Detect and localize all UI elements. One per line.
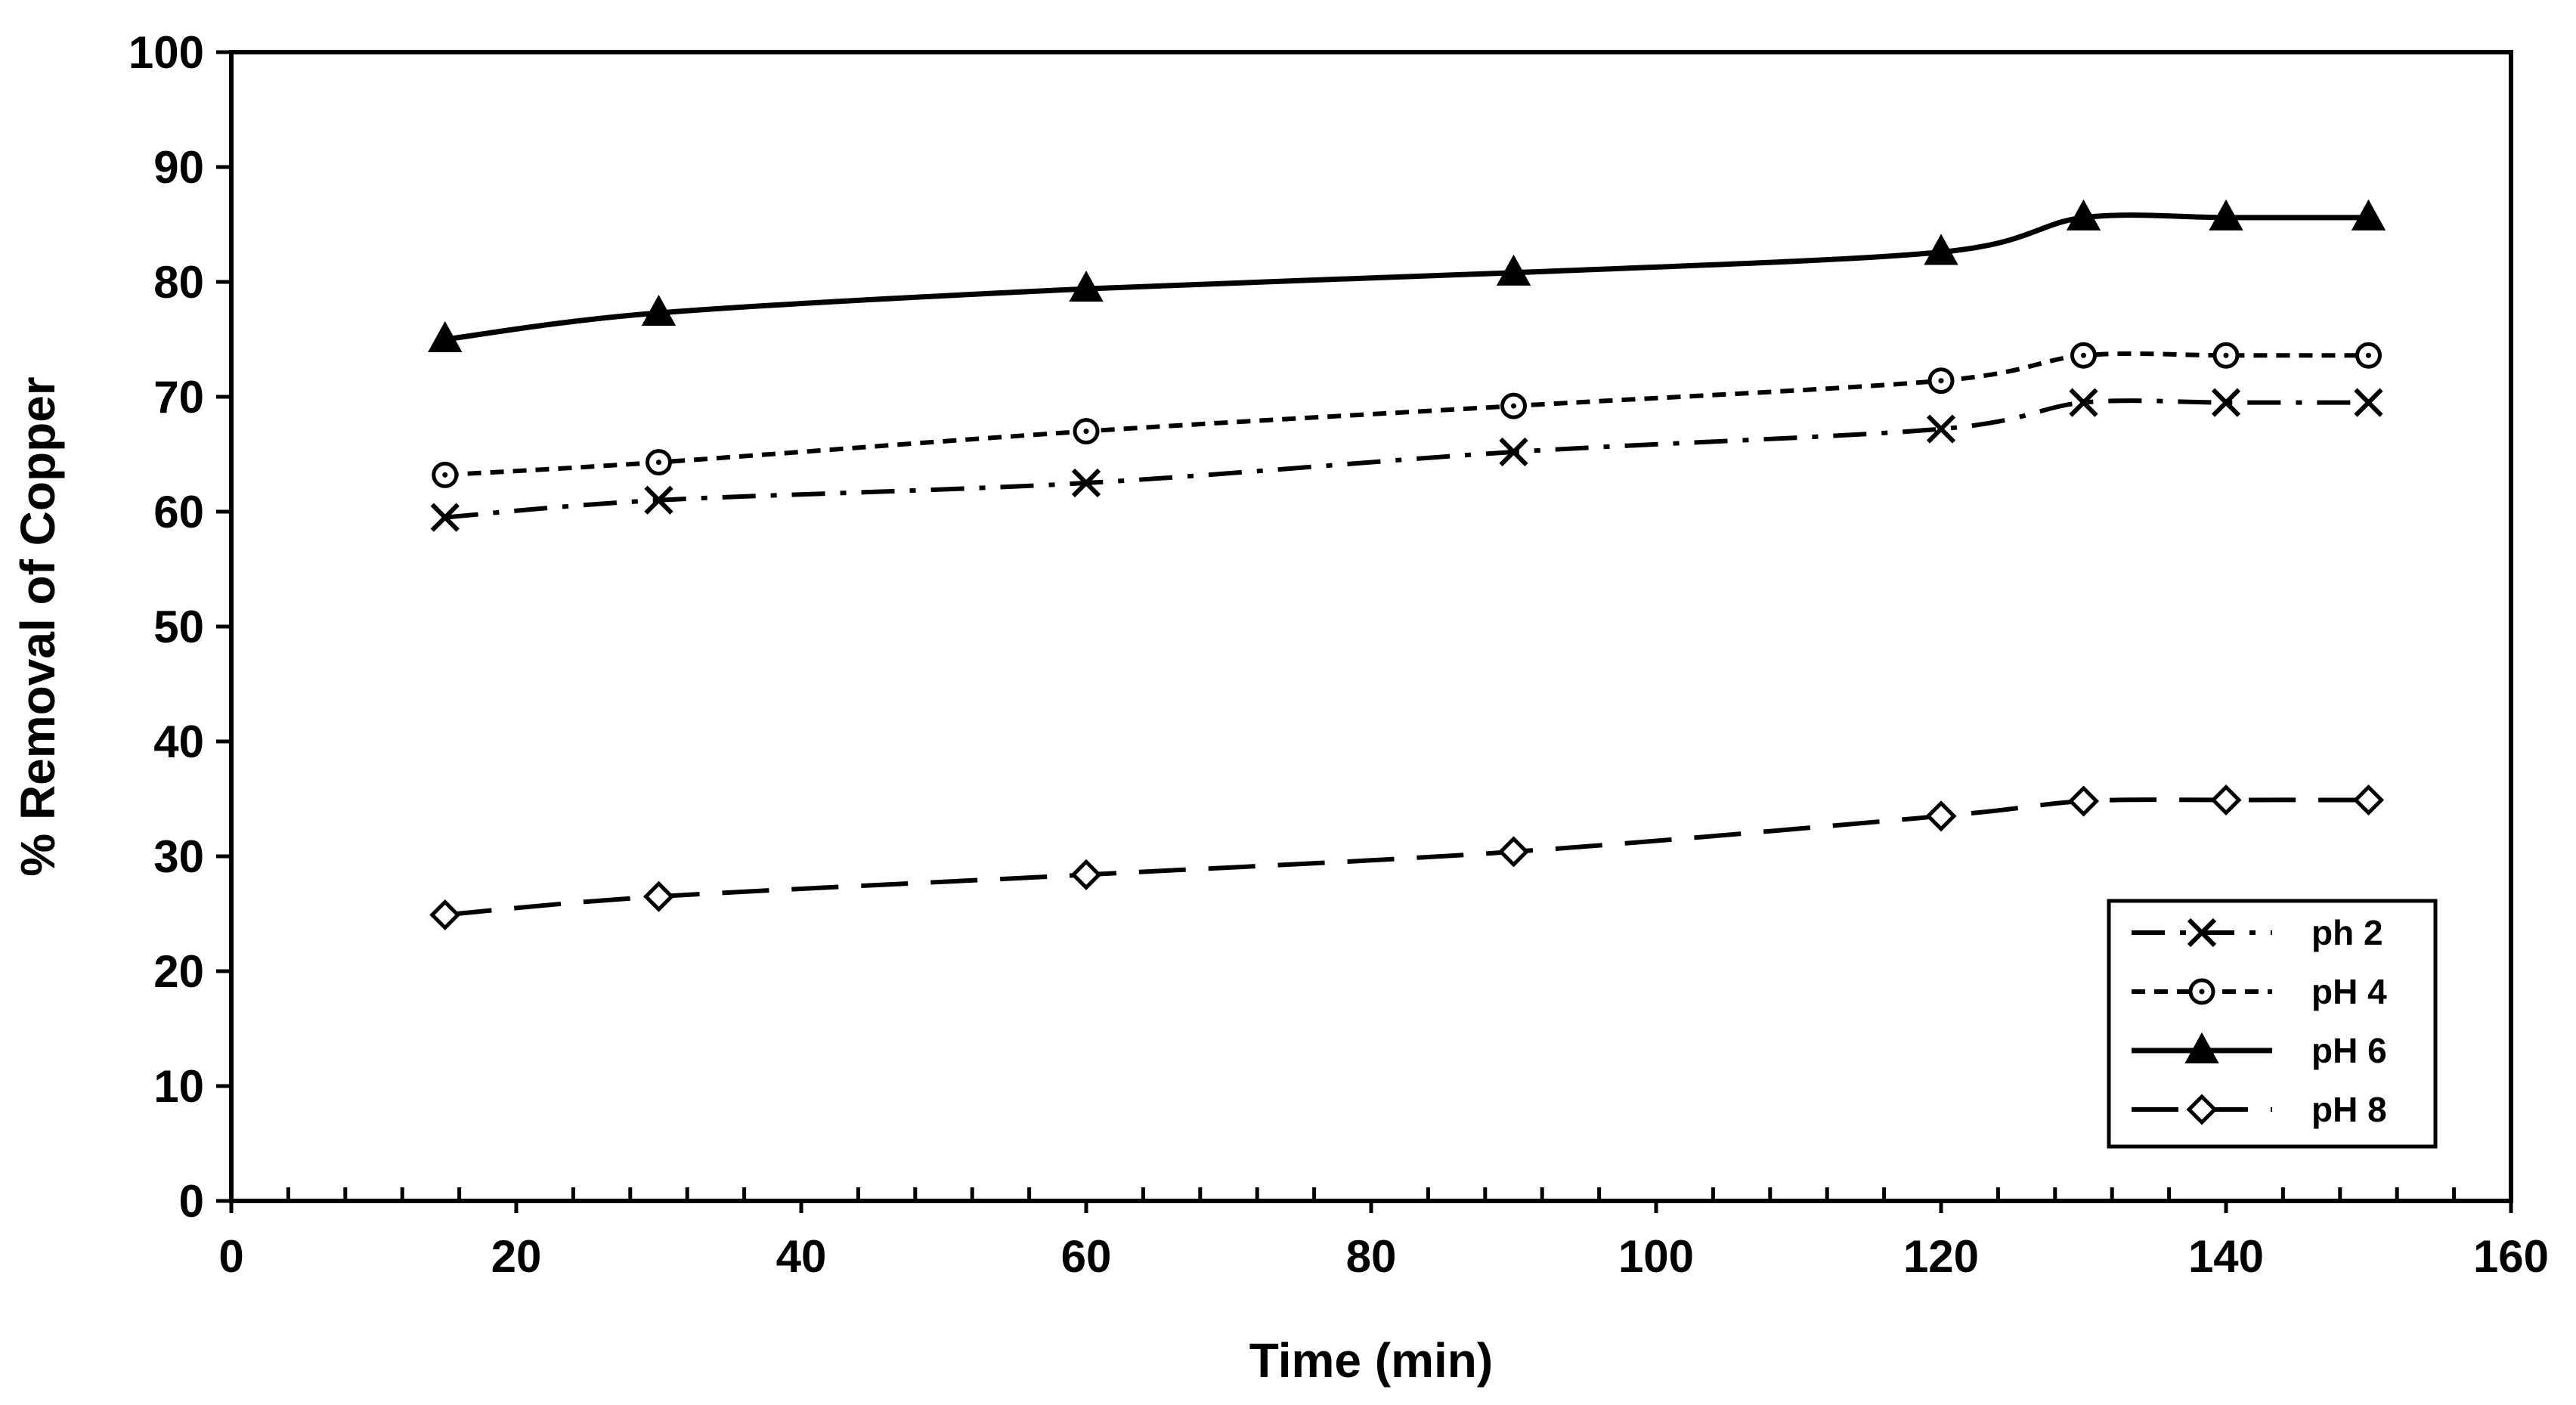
data-point-ph-4 — [2070, 342, 2097, 369]
y-tick-label: 20 — [153, 946, 204, 997]
series-line-ph-6 — [444, 212, 2369, 342]
x-tick-label: 80 — [1346, 1231, 1397, 1282]
y-tick-label: 10 — [153, 1061, 204, 1112]
x-tick-label: 60 — [1061, 1231, 1112, 1282]
series-layer — [428, 199, 2386, 931]
data-point-ph-2 — [1071, 468, 1101, 498]
y-tick-label: 100 — [128, 27, 204, 78]
data-point-ph-4 — [1500, 392, 1527, 419]
data-point-ph-6 — [2209, 199, 2243, 231]
data-point-ph-2 — [1499, 437, 1528, 467]
data-point-ph-4 — [646, 449, 672, 476]
plot-area-frame — [229, 50, 2513, 1203]
y-tick-label: 70 — [153, 372, 204, 422]
x-tick-label: 100 — [1618, 1231, 1694, 1282]
legend-marker-ph-8 — [2186, 1094, 2218, 1125]
legend-label-ph-4: pH 4 — [2311, 972, 2387, 1011]
data-point-ph-2 — [644, 485, 673, 515]
data-point-ph-6 — [641, 294, 677, 326]
y-tick-label: 40 — [153, 716, 204, 767]
x-tick-label: 0 — [218, 1231, 243, 1282]
y-tick-label: 0 — [179, 1176, 204, 1227]
y-axis-title: % Removal of Copper — [11, 376, 65, 876]
data-point-ph-4 — [1927, 367, 1955, 395]
legend-box — [2107, 899, 2438, 1149]
data-point-ph-8 — [1925, 800, 1957, 832]
legend-marker-ph-6 — [2184, 1032, 2219, 1063]
data-point-ph-8 — [1497, 836, 1530, 868]
data-point-ph-8 — [1070, 859, 1102, 890]
series-line-ph-4 — [444, 351, 2369, 478]
data-point-ph-4 — [2355, 342, 2382, 369]
data-point-ph-6 — [2066, 199, 2101, 231]
legend-marker-ph-4 — [2188, 978, 2215, 1005]
data-point-ph-4 — [1073, 418, 1100, 445]
y-tick-label: 60 — [153, 487, 204, 537]
x-axis-title: Time (min) — [1249, 1333, 1493, 1388]
data-point-ph-2 — [1926, 414, 1956, 444]
data-point-ph-6 — [428, 320, 463, 352]
data-point-ph-2 — [430, 503, 460, 532]
y-tick-label: 30 — [153, 831, 204, 882]
legend-marker-ph-2 — [2187, 918, 2217, 948]
x-tick-label: 140 — [2188, 1231, 2264, 1282]
legend-label-ph-2: ph 2 — [2311, 913, 2383, 952]
data-point-ph-8 — [2352, 784, 2385, 816]
data-point-ph-2 — [2211, 388, 2241, 417]
data-point-ph-6 — [1924, 234, 1958, 265]
legend: ph 2 pH 4 pH 6 pH 8 — [2107, 899, 2438, 1149]
data-point-ph-2 — [2069, 388, 2098, 417]
axis-ticks: 0 10 20 30 40 50 60 70 80 90 100 0 20 40 60 80 100 120 140… — [128, 27, 2549, 1282]
data-point-ph-6 — [1069, 271, 1104, 302]
legend-label-ph-8: pH 8 — [2311, 1090, 2387, 1129]
data-point-ph-8 — [642, 880, 675, 912]
data-point-ph-2 — [2354, 388, 2383, 417]
x-tick-label: 160 — [2473, 1231, 2549, 1282]
data-point-ph-6 — [1496, 254, 1531, 286]
data-point-ph-8 — [429, 899, 461, 931]
data-point-ph-4 — [432, 461, 459, 488]
data-point-ph-8 — [2210, 784, 2242, 816]
data-point-ph-4 — [2212, 342, 2240, 369]
data-point-ph-8 — [2067, 785, 2100, 817]
y-tick-label: 90 — [153, 142, 204, 193]
y-tick-label: 50 — [153, 602, 204, 652]
x-tick-label: 20 — [491, 1231, 542, 1282]
x-tick-label: 40 — [776, 1231, 827, 1282]
x-tick-label: 120 — [1903, 1231, 1979, 1282]
legend-label-ph-6: pH 6 — [2311, 1031, 2387, 1070]
data-point-ph-6 — [2351, 199, 2386, 231]
y-tick-label: 80 — [153, 257, 204, 308]
